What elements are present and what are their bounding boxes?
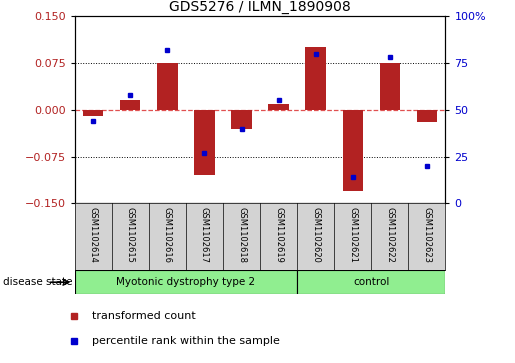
Text: disease state: disease state [3,277,72,287]
Text: GSM1102618: GSM1102618 [237,207,246,263]
Bar [157,63,178,110]
Text: GSM1102621: GSM1102621 [348,207,357,262]
Bar [297,270,445,294]
Text: GSM1102620: GSM1102620 [311,207,320,262]
Bar [83,110,104,116]
Bar [194,110,215,175]
Text: Myotonic dystrophy type 2: Myotonic dystrophy type 2 [116,277,255,287]
Bar [417,110,437,122]
Bar [305,48,326,110]
Text: GSM1102622: GSM1102622 [385,207,394,262]
Text: percentile rank within the sample: percentile rank within the sample [92,336,280,346]
Text: GSM1102614: GSM1102614 [89,207,98,262]
Text: GSM1102615: GSM1102615 [126,207,135,262]
Bar [75,270,297,294]
Text: control: control [353,277,389,287]
Text: transformed count: transformed count [92,311,196,321]
Bar [380,63,400,110]
Bar [120,101,141,110]
Text: GSM1102619: GSM1102619 [274,207,283,262]
Title: GDS5276 / ILMN_1890908: GDS5276 / ILMN_1890908 [169,0,351,14]
Text: GSM1102623: GSM1102623 [422,207,432,263]
Bar [231,110,252,129]
Text: GSM1102616: GSM1102616 [163,207,172,263]
Bar [268,103,289,110]
Bar [342,110,363,191]
Text: GSM1102617: GSM1102617 [200,207,209,263]
